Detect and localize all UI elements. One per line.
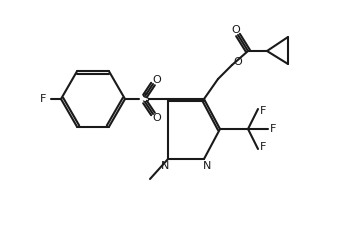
Text: F: F: [260, 142, 266, 152]
Text: O: O: [152, 113, 162, 123]
Text: F: F: [270, 124, 276, 134]
Text: F: F: [40, 94, 46, 104]
Text: N: N: [203, 161, 211, 171]
Text: O: O: [232, 25, 240, 35]
Text: S: S: [141, 92, 149, 106]
Text: N: N: [161, 161, 169, 171]
Text: F: F: [260, 106, 266, 116]
Text: O: O: [234, 57, 242, 67]
Text: O: O: [152, 75, 162, 85]
